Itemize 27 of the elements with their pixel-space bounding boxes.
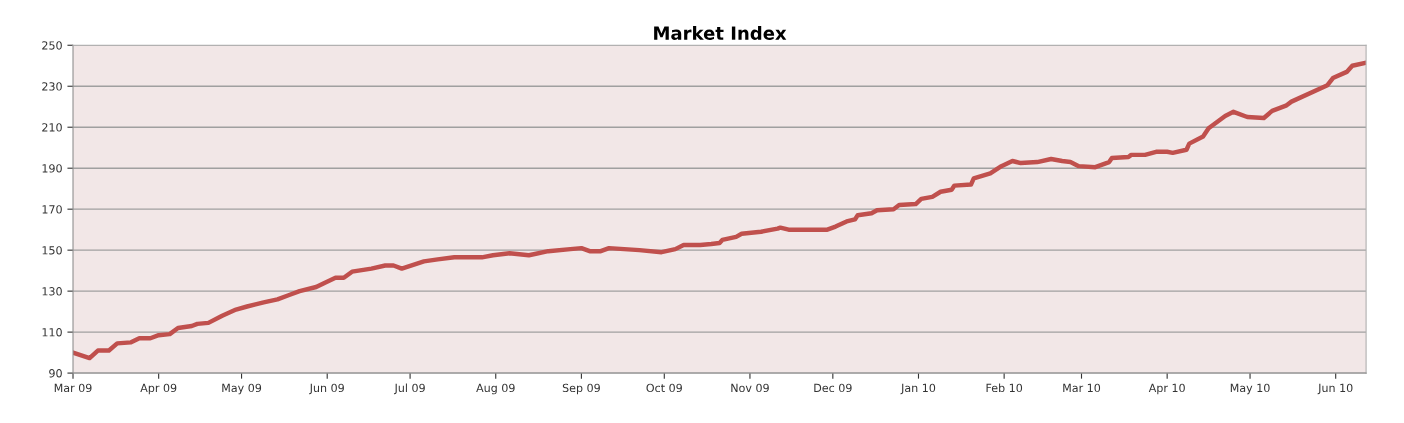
x-tick-label: Jan 10: [900, 383, 936, 395]
x-tick-label: Sep 09: [562, 383, 600, 395]
y-tick-label: 190: [42, 164, 62, 173]
x-tick-label: Feb 10: [986, 383, 1023, 393]
x-tick-label: Oct 09: [646, 383, 682, 393]
x-tick-label: Nov 09: [731, 383, 769, 393]
x-tick-label: May 09: [222, 383, 262, 395]
x-tick-label: Apr 09: [140, 383, 177, 395]
x-tick-label: Jun 10: [1317, 383, 1353, 395]
x-tick-label: Apr 10: [1148, 383, 1185, 395]
x-tick-label: Mar 09: [54, 383, 92, 393]
x-tick-label: Mar 10: [1063, 383, 1101, 393]
y-tick-label: 170: [42, 205, 62, 214]
x-tick-label: May 10: [1230, 383, 1270, 395]
y-tick-label: 110: [42, 328, 62, 337]
y-tick-label: 150: [42, 246, 62, 255]
x-tick-label: Aug 09: [476, 383, 515, 395]
y-tick-label: 230: [42, 82, 62, 91]
chart-title: Market Index: [654, 25, 787, 40]
y-tick-label: 90: [49, 369, 62, 378]
y-tick-label: 130: [42, 287, 62, 296]
x-tick-label: Jun 09: [309, 383, 344, 395]
y-tick-label: 250: [42, 41, 62, 50]
y-tick-label: 210: [42, 123, 62, 132]
line-series: [73, 60, 1367, 361]
x-tick-label: Jul 09: [393, 383, 425, 395]
x-tick-label: Dec 09: [814, 383, 852, 393]
